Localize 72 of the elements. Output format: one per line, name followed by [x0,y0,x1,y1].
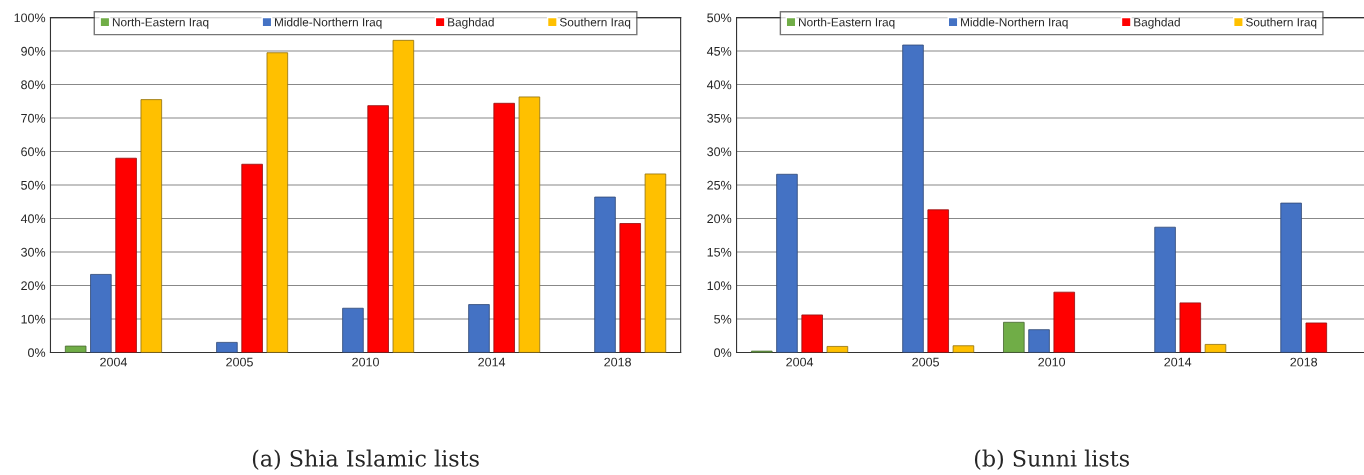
legend-label: Baghdad [1134,17,1180,29]
bar [216,341,238,353]
y-tick-label: 50% [707,13,732,23]
legend-label: North-Eastern Iraq [799,17,895,29]
y-tick-label: 5% [714,314,732,324]
x-tick-label: 2005 [226,357,253,367]
bar [644,173,667,353]
bar [241,163,263,353]
x-tick-label: 2018 [604,357,631,367]
bar [619,223,641,353]
y-tick-label: 90% [21,46,46,56]
y-tick-label: 10% [707,281,732,291]
bar [826,346,849,353]
bar [266,52,289,353]
bar [468,304,490,353]
x-tick-label: 2010 [352,357,379,367]
bar [1053,291,1075,353]
x-tick-label: 2018 [1290,357,1318,367]
y-tick-label: 20% [21,281,46,291]
x-tick-label: 2014 [1164,357,1192,367]
legend-label: Southern Iraq [1246,17,1317,29]
x-tick-label: 2014 [478,357,506,367]
bar [115,157,137,353]
bar [64,345,87,353]
bar [594,196,616,353]
legend-label: North-Eastern Iraq [112,17,209,29]
bar [927,209,949,353]
bar [140,99,163,353]
bar [493,102,515,353]
y-tick-label: 25% [707,180,732,190]
bar [1028,329,1050,353]
legend-label: Middle-Northern Iraq [274,17,382,29]
y-tick-label: 40% [20,214,46,224]
bar [902,44,924,353]
y-tick-label: 100% [14,13,46,23]
x-tick-label: 2004 [786,357,814,367]
y-tick-label: 70% [21,113,46,123]
y-tick-label: 20% [707,214,732,224]
x-tick-label: 2004 [100,357,128,367]
text: (a) Shia Islamic lists [252,449,479,470]
y-tick-label: 50% [21,180,46,190]
bar [1154,226,1176,353]
y-tick-label: 15% [707,247,732,257]
bar [367,105,389,353]
bar [1204,343,1227,353]
bar [952,345,975,353]
x-tick-label: 2005 [912,357,939,367]
text: (b) Sunni lists [974,449,1129,470]
bar [518,96,541,353]
bar [1305,322,1328,353]
y-tick-label: 40% [706,80,732,90]
x-tick-label: 2010 [1038,357,1066,367]
bar [1179,302,1202,353]
legend-label: Baghdad [448,17,494,29]
bar [776,173,798,353]
legend-label: Middle-Northern Iraq [961,17,1068,29]
bar [342,307,364,353]
y-tick-label: 35% [707,113,732,123]
y-tick-label: 45% [706,46,732,56]
y-tick-label: 0% [28,348,46,358]
y-tick-label: 30% [707,147,732,157]
y-tick-label: 0% [714,348,732,358]
bar [801,314,823,353]
y-tick-label: 60% [21,147,46,157]
y-tick-label: 80% [21,80,46,90]
bar [90,274,112,353]
y-tick-label: 30% [21,247,46,257]
bar [392,39,415,353]
bar [1280,202,1302,353]
legend-label: Southern Iraq [559,17,631,29]
y-tick-label: 10% [21,314,46,324]
bar [1003,321,1025,353]
